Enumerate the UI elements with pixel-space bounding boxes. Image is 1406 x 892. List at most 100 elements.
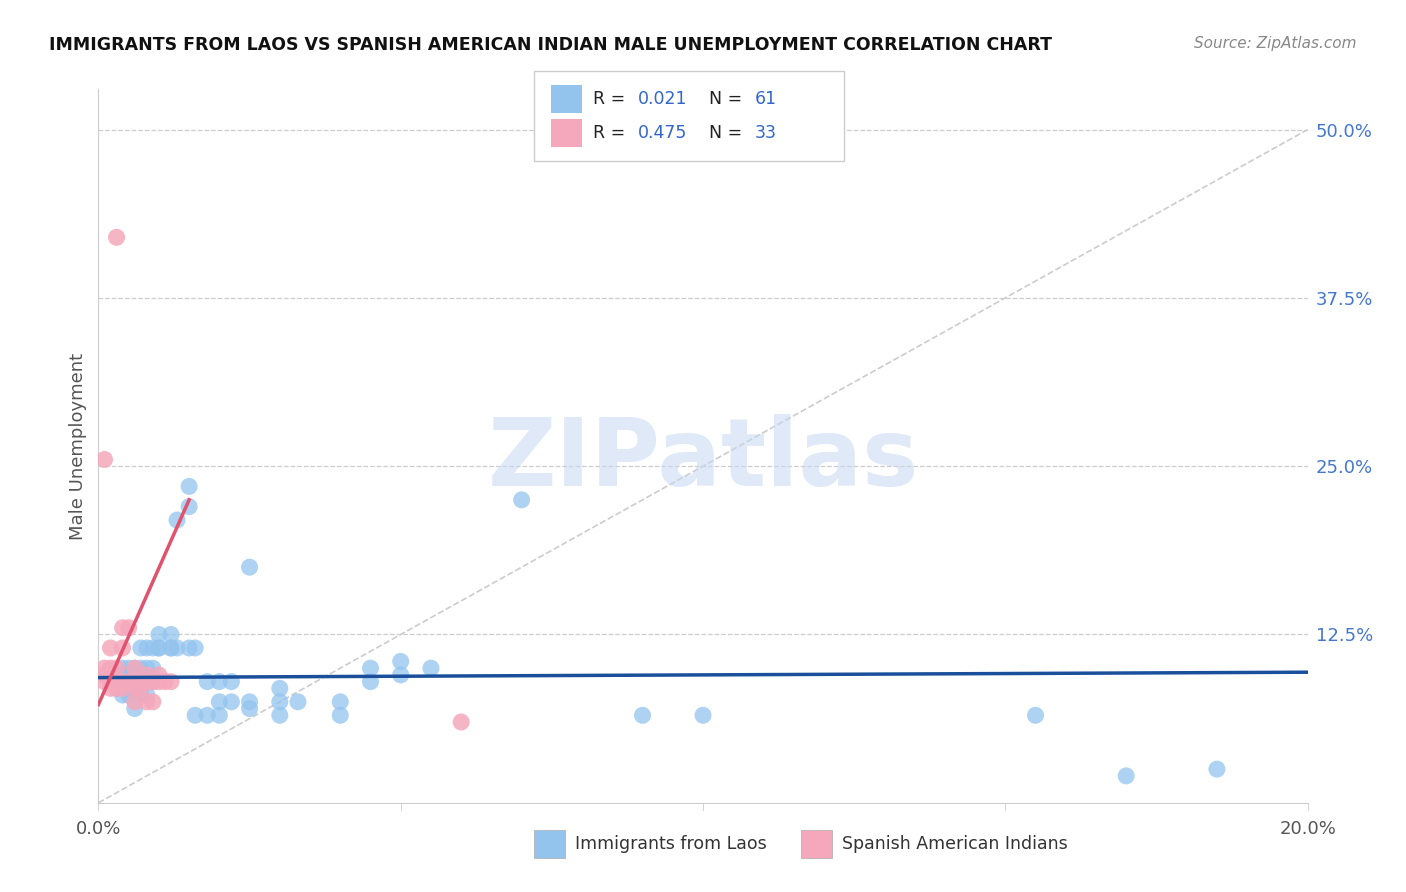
Point: [111, 688, 134, 702]
Text: 20.0%: 20.0%: [1279, 820, 1336, 838]
Text: 0.475: 0.475: [638, 124, 688, 142]
Point: [135, 688, 157, 702]
Point: [129, 681, 152, 696]
Point: [142, 661, 165, 675]
Point: [93, 668, 115, 682]
Point: [129, 640, 152, 655]
Point: [160, 640, 183, 655]
Point: [124, 701, 146, 715]
Point: [105, 674, 128, 689]
Text: ZIPatlas: ZIPatlas: [488, 414, 918, 507]
Point: [148, 640, 170, 655]
Point: [208, 695, 231, 709]
Point: [111, 681, 134, 696]
Point: [166, 513, 188, 527]
Point: [118, 674, 141, 689]
Point: [105, 230, 128, 244]
Point: [287, 695, 309, 709]
Point: [105, 681, 128, 696]
Point: [360, 674, 382, 689]
Point: [129, 661, 152, 675]
Point: [105, 661, 128, 675]
Y-axis label: Male Unemployment: Male Unemployment: [69, 352, 87, 540]
Point: [118, 674, 141, 689]
Point: [208, 708, 231, 723]
Point: [360, 661, 382, 675]
Point: [111, 674, 134, 689]
Point: [239, 701, 262, 715]
Point: [177, 500, 201, 514]
Text: N =: N =: [709, 124, 748, 142]
Point: [111, 621, 134, 635]
Text: 0.0%: 0.0%: [76, 820, 121, 838]
Text: 61: 61: [755, 90, 778, 108]
Point: [269, 708, 291, 723]
Point: [111, 661, 134, 675]
Point: [100, 668, 122, 682]
Point: [1115, 769, 1137, 783]
Point: [93, 452, 115, 467]
Text: Spanish American Indians: Spanish American Indians: [842, 835, 1069, 853]
Point: [135, 674, 157, 689]
Point: [129, 668, 152, 682]
Point: [389, 655, 412, 669]
Point: [195, 708, 218, 723]
Point: [269, 695, 291, 709]
Point: [135, 668, 157, 682]
Point: [329, 708, 352, 723]
Point: [142, 674, 165, 689]
Point: [111, 640, 134, 655]
Point: [100, 640, 122, 655]
Text: 33: 33: [755, 124, 778, 142]
Point: [142, 640, 165, 655]
Point: [160, 640, 183, 655]
Point: [148, 668, 170, 682]
Point: [148, 640, 170, 655]
Point: [239, 560, 262, 574]
Point: [124, 674, 146, 689]
Text: R =: R =: [593, 124, 631, 142]
Text: N =: N =: [709, 90, 748, 108]
Point: [269, 681, 291, 696]
Point: [184, 708, 207, 723]
Text: Immigrants from Laos: Immigrants from Laos: [575, 835, 766, 853]
Point: [124, 661, 146, 675]
Point: [100, 674, 122, 689]
Point: [239, 695, 262, 709]
Point: [195, 674, 218, 689]
Point: [153, 674, 176, 689]
Point: [129, 688, 152, 702]
Point: [329, 695, 352, 709]
Point: [160, 627, 183, 641]
Text: R =: R =: [593, 90, 631, 108]
Point: [221, 695, 243, 709]
Point: [129, 674, 152, 689]
Point: [135, 695, 157, 709]
Text: 0.021: 0.021: [638, 90, 688, 108]
Point: [135, 640, 157, 655]
Text: IMMIGRANTS FROM LAOS VS SPANISH AMERICAN INDIAN MALE UNEMPLOYMENT CORRELATION CH: IMMIGRANTS FROM LAOS VS SPANISH AMERICAN…: [49, 36, 1052, 54]
Point: [450, 714, 472, 729]
Point: [118, 668, 141, 682]
Point: [93, 661, 115, 675]
Point: [221, 674, 243, 689]
Point: [166, 640, 188, 655]
Point: [100, 681, 122, 696]
Point: [419, 661, 441, 675]
Point: [1024, 708, 1046, 723]
Point: [510, 492, 533, 507]
Point: [142, 674, 165, 689]
Point: [148, 627, 170, 641]
Point: [160, 674, 183, 689]
Point: [389, 668, 412, 682]
Point: [118, 688, 141, 702]
Point: [142, 695, 165, 709]
Text: Source: ZipAtlas.com: Source: ZipAtlas.com: [1194, 36, 1357, 51]
Point: [124, 681, 146, 696]
Point: [100, 661, 122, 675]
Point: [124, 661, 146, 675]
Point: [177, 640, 201, 655]
Point: [177, 479, 201, 493]
Point: [105, 681, 128, 696]
Point: [135, 661, 157, 675]
